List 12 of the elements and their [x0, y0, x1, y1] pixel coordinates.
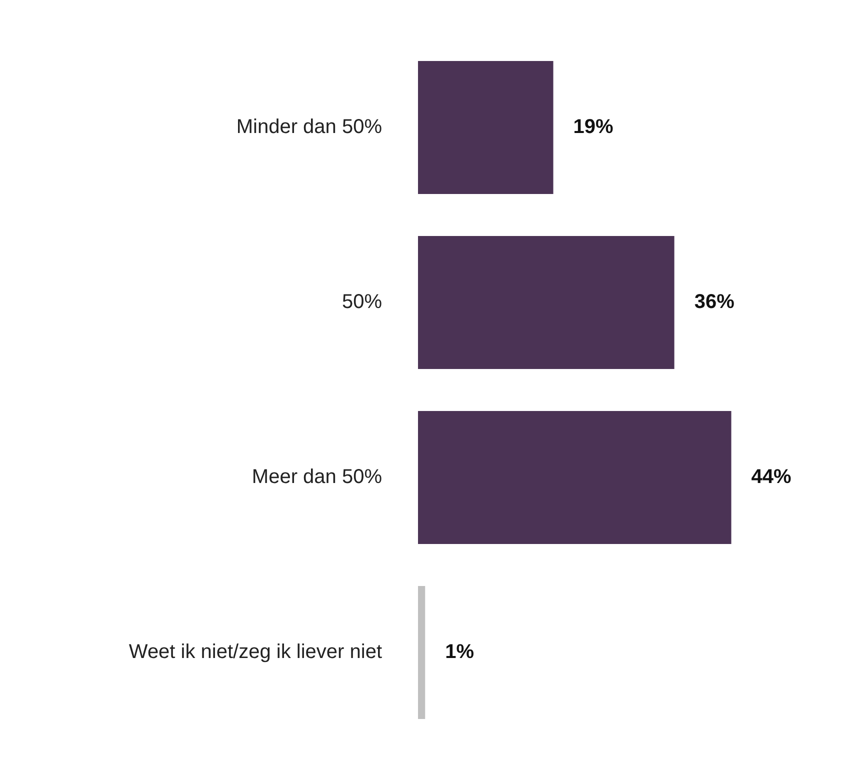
bar — [418, 61, 554, 194]
data-label: 19% — [573, 116, 614, 138]
bar — [418, 586, 426, 719]
y-tick-label: Meer dan 50% — [252, 466, 382, 488]
y-tick-label: Weet ik niet/zeg ik liever niet — [128, 641, 382, 664]
data-label: 1% — [445, 641, 474, 664]
bar — [418, 236, 674, 369]
data-label: 36% — [694, 291, 735, 314]
bar — [418, 411, 732, 544]
data-label: 44% — [751, 466, 792, 488]
y-tick-label: 50% — [342, 291, 382, 314]
y-tick-label: Minder dan 50% — [236, 116, 382, 138]
